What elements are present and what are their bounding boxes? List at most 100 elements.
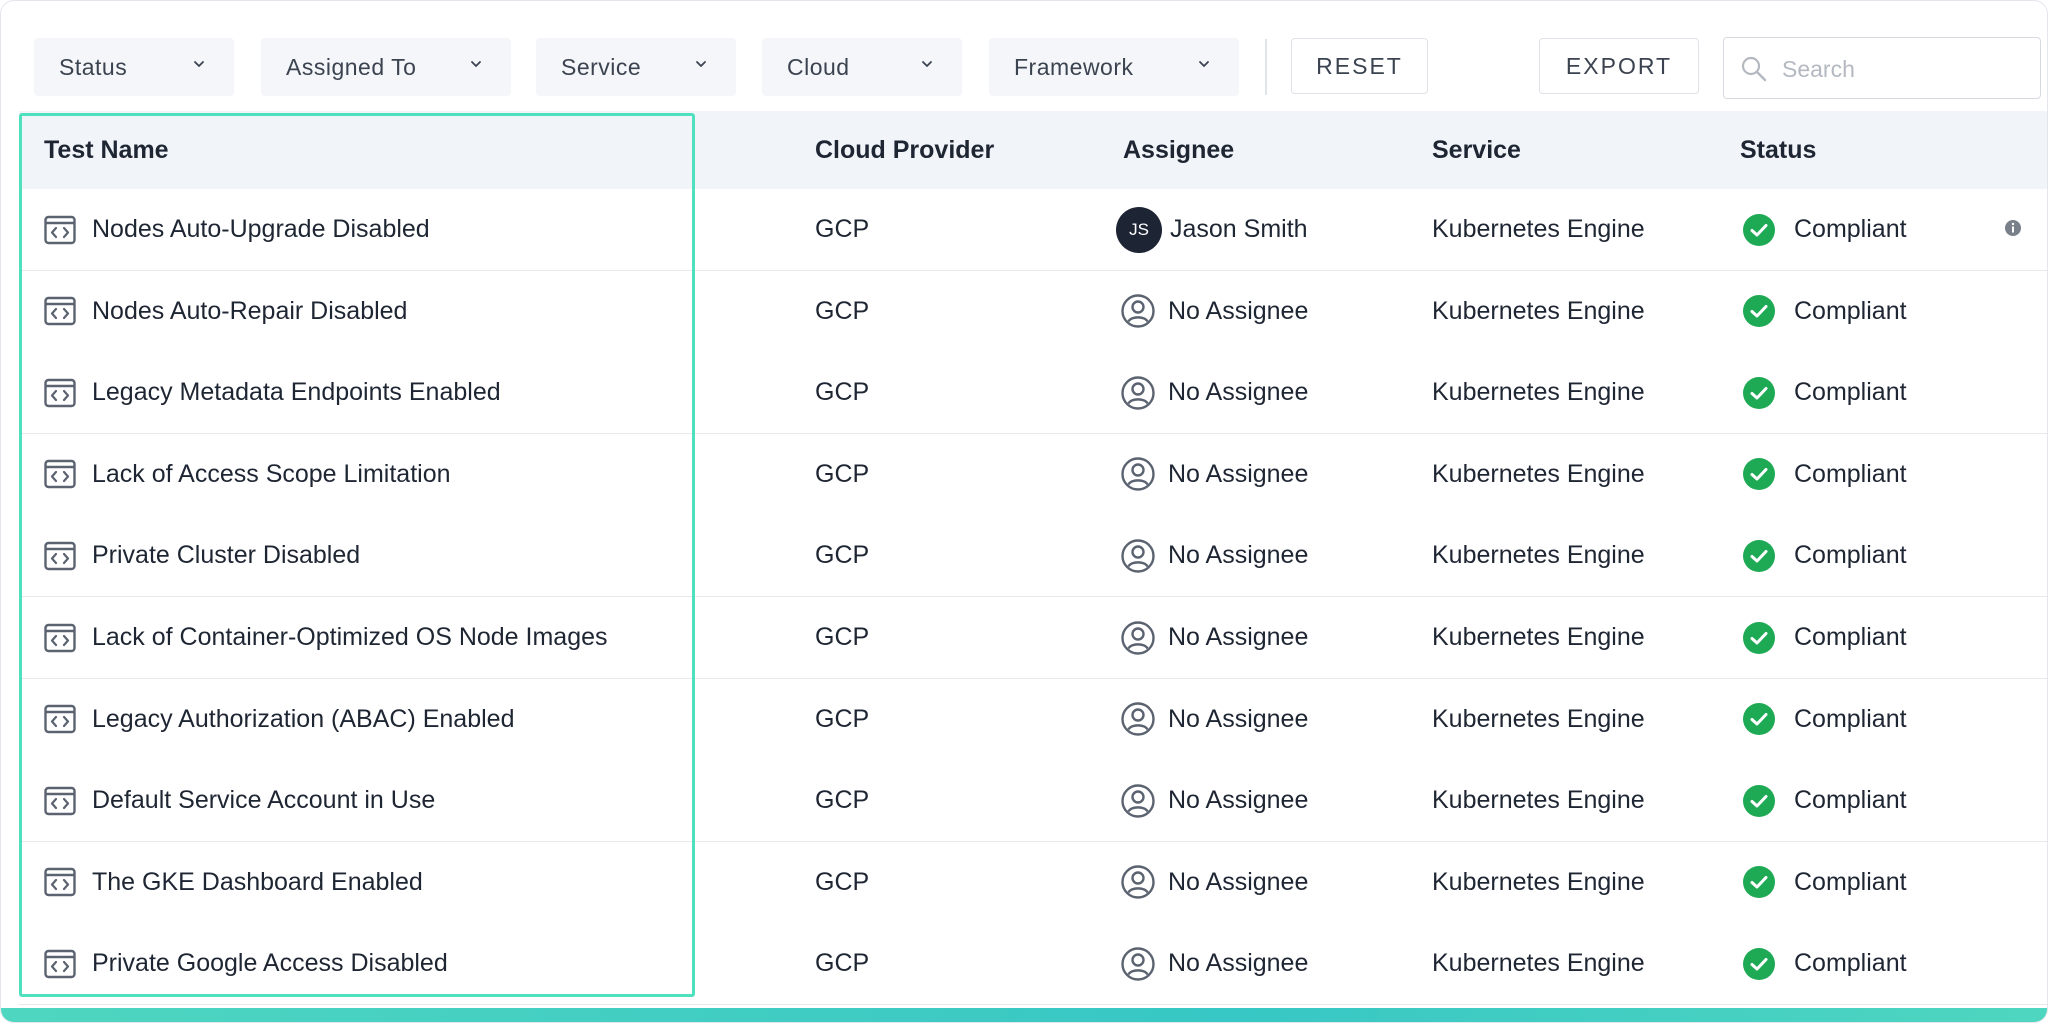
reset-button[interactable]: RESET	[1291, 38, 1428, 94]
test-name[interactable]: Nodes Auto-Upgrade Disabled	[92, 215, 430, 243]
test-name-cell: Lack of Access Scope Limitation	[44, 434, 451, 515]
assignee-name: No Assignee	[1168, 867, 1309, 896]
assignee-cell[interactable]: No Assignee	[1116, 842, 1308, 923]
table-row[interactable]: The GKE Dashboard Enabled GCP No Assignee K…	[19, 841, 2047, 924]
status-label: Compliant	[1794, 786, 1907, 815]
user-circle-icon	[1121, 702, 1155, 736]
assigned-to-filter[interactable]: Assigned To	[261, 38, 511, 96]
status-filter-label: Status	[59, 53, 128, 80]
code-window-icon	[44, 704, 76, 734]
column-header-test-name[interactable]: Test Name	[44, 136, 169, 164]
status-filter[interactable]: Status	[34, 38, 234, 96]
table-row[interactable]: Lack of Access Scope Limitation GCP No Ass…	[19, 433, 2047, 516]
test-name[interactable]: Legacy Authorization (ABAC) Enabled	[92, 704, 515, 733]
framework-filter[interactable]: Framework	[989, 38, 1239, 96]
cloud-provider-cell: GCP	[815, 704, 870, 733]
service-cell: Kubernetes Engine	[1432, 623, 1645, 651]
service-cell: Kubernetes Engine	[1432, 541, 1645, 570]
test-name[interactable]: The GKE Dashboard Enabled	[92, 867, 423, 896]
status-label: Compliant	[1794, 867, 1907, 896]
search-box	[1723, 37, 2041, 99]
chevron-down-icon	[471, 61, 481, 67]
test-name[interactable]: Nodes Auto-Repair Disabled	[92, 296, 408, 325]
user-circle-icon	[1121, 457, 1155, 491]
status-cell: Compliant	[1742, 271, 1907, 352]
service-cell: Kubernetes Engine	[1432, 704, 1645, 733]
table-row[interactable]: Legacy Authorization (ABAC) Enabled GCP No…	[19, 678, 2047, 761]
test-name-cell: Legacy Metadata Endpoints Enabled	[44, 352, 501, 433]
cloud-provider-cell: GCP	[815, 867, 870, 896]
status-cell: Compliant	[1742, 515, 1907, 596]
test-name[interactable]: Lack of Access Scope Limitation	[92, 459, 451, 488]
code-window-icon	[44, 623, 76, 652]
cloud-filter[interactable]: Cloud	[762, 38, 962, 96]
check-circle-icon	[1743, 703, 1775, 736]
check-circle-icon	[1743, 295, 1775, 328]
code-window-icon	[44, 868, 76, 897]
code-window-icon	[44, 949, 76, 979]
service-cell: Kubernetes Engine	[1432, 378, 1645, 407]
avatar: JS	[1116, 206, 1162, 253]
column-header-service[interactable]: Service	[1432, 136, 1521, 164]
table-row[interactable]: Lack of Container-Optimized OS Node Imag…	[19, 597, 2047, 679]
status-label: Compliant	[1794, 541, 1907, 570]
service-filter[interactable]: Service	[536, 38, 736, 96]
filter-toolbar: Status Assigned To Service Cloud Framewo…	[1, 1, 2047, 111]
table-row[interactable]: Private Google Access Disabled GCP No Assi…	[19, 923, 2047, 1006]
table-row[interactable]: Private Cluster Disabled GCP No Assignee Ku…	[19, 515, 2047, 598]
test-name[interactable]: Private Cluster Disabled	[92, 541, 361, 570]
check-circle-icon	[1743, 213, 1775, 246]
test-name[interactable]: Lack of Container-Optimized OS Node Imag…	[92, 623, 608, 651]
status-cell: Compliant	[1742, 434, 1907, 515]
status-cell: Compliant	[1742, 923, 1907, 1004]
export-button[interactable]: EXPORT	[1539, 38, 1699, 94]
test-name[interactable]: Default Service Account in Use	[92, 786, 436, 815]
user-circle-icon	[1121, 294, 1155, 328]
test-name[interactable]: Legacy Metadata Endpoints Enabled	[92, 378, 501, 407]
chevron-down-icon	[1199, 61, 1209, 67]
assignee-cell[interactable]: JS Jason Smith	[1116, 189, 1308, 270]
user-circle-icon	[1121, 865, 1155, 899]
assignee-cell[interactable]: No Assignee	[1116, 597, 1308, 678]
code-window-icon	[44, 215, 76, 244]
assignee-cell[interactable]: No Assignee	[1116, 434, 1308, 515]
cloud-provider-cell: GCP	[815, 215, 870, 243]
cloud-provider-cell: GCP	[815, 296, 870, 325]
column-header-status[interactable]: Status	[1740, 136, 1817, 164]
code-window-icon	[44, 296, 76, 326]
status-cell: Compliant	[1742, 597, 1907, 678]
info-icon[interactable]	[2004, 219, 2022, 237]
search-input[interactable]	[1780, 48, 2034, 90]
service-cell: Kubernetes Engine	[1432, 867, 1645, 896]
assignee-cell[interactable]: No Assignee	[1116, 679, 1308, 760]
assignee-name: No Assignee	[1168, 541, 1309, 570]
status-label: Compliant	[1794, 296, 1907, 325]
table-row[interactable]: Nodes Auto-Repair Disabled GCP No Assignee…	[19, 270, 2047, 353]
assignee-name: No Assignee	[1168, 378, 1309, 407]
assignee-cell[interactable]: No Assignee	[1116, 271, 1308, 352]
test-name-cell: Lack of Container-Optimized OS Node Imag…	[44, 597, 608, 678]
table-row[interactable]: Default Service Account in Use GCP No Assi…	[19, 760, 2047, 843]
table-row[interactable]: Legacy Metadata Endpoints Enabled GCP No A…	[19, 352, 2047, 435]
assignee-cell[interactable]: No Assignee	[1116, 515, 1308, 596]
table-row[interactable]: Nodes Auto-Upgrade Disabled GCP JS Jason Sm…	[19, 189, 2047, 271]
status-label: Compliant	[1794, 623, 1907, 651]
test-name[interactable]: Private Google Access Disabled	[92, 949, 448, 978]
framework-filter-label: Framework	[1014, 53, 1134, 80]
assignee-cell[interactable]: No Assignee	[1116, 760, 1308, 841]
cloud-filter-label: Cloud	[787, 53, 850, 80]
column-header-cloud-provider[interactable]: Cloud Provider	[815, 136, 995, 164]
assignee-cell[interactable]: No Assignee	[1116, 352, 1308, 433]
chevron-down-icon	[922, 61, 932, 67]
user-circle-icon	[1121, 620, 1155, 655]
code-window-icon	[44, 786, 76, 815]
assignee-name: No Assignee	[1168, 704, 1309, 733]
assigned-to-filter-label: Assigned To	[286, 53, 417, 80]
column-header-assignee[interactable]: Assignee	[1123, 136, 1235, 164]
status-label: Compliant	[1794, 704, 1907, 733]
test-name-cell: Nodes Auto-Repair Disabled	[44, 271, 407, 352]
assignee-cell[interactable]: No Assignee	[1116, 923, 1308, 1004]
status-cell: Compliant	[1742, 189, 1907, 270]
status-cell: Compliant	[1742, 352, 1907, 433]
